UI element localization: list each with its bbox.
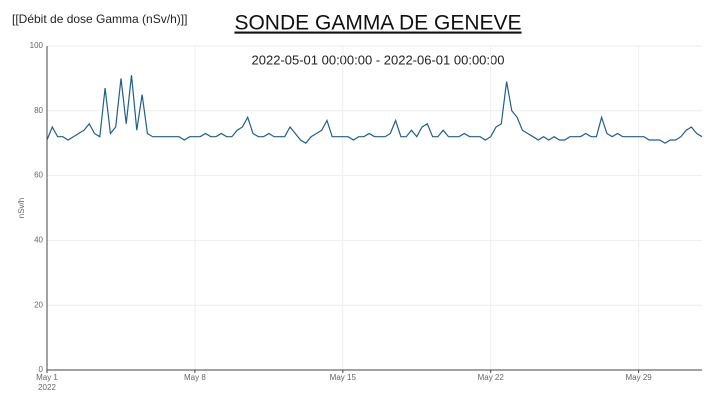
y-tick-label: 0 [39,365,44,374]
chart-subtitle: 2022-05-01 00:00:00 - 2022-06-01 00:00:0… [252,52,505,67]
x-tick-label: May 22 [477,373,504,382]
y-axis-label: nSv/h [17,198,26,218]
x-tick-label: May 29 [625,373,652,382]
y-tick-label: 80 [34,106,43,115]
y-tick-label: 100 [30,41,44,50]
y-tick-label: 40 [34,236,43,245]
data-line [46,75,703,144]
x-tick-label: May 1 2022 [36,373,58,392]
chart-title: SONDE GAMMA DE GENEVE [234,12,521,35]
x-tick-label: May 15 [329,373,356,382]
y-tick-label: 20 [34,300,43,309]
x-tick-label: May 8 [183,373,206,382]
header-label: [[Débit de dose Gamma (nSv/h)]] [12,12,187,26]
y-tick-label: 60 [34,171,43,180]
